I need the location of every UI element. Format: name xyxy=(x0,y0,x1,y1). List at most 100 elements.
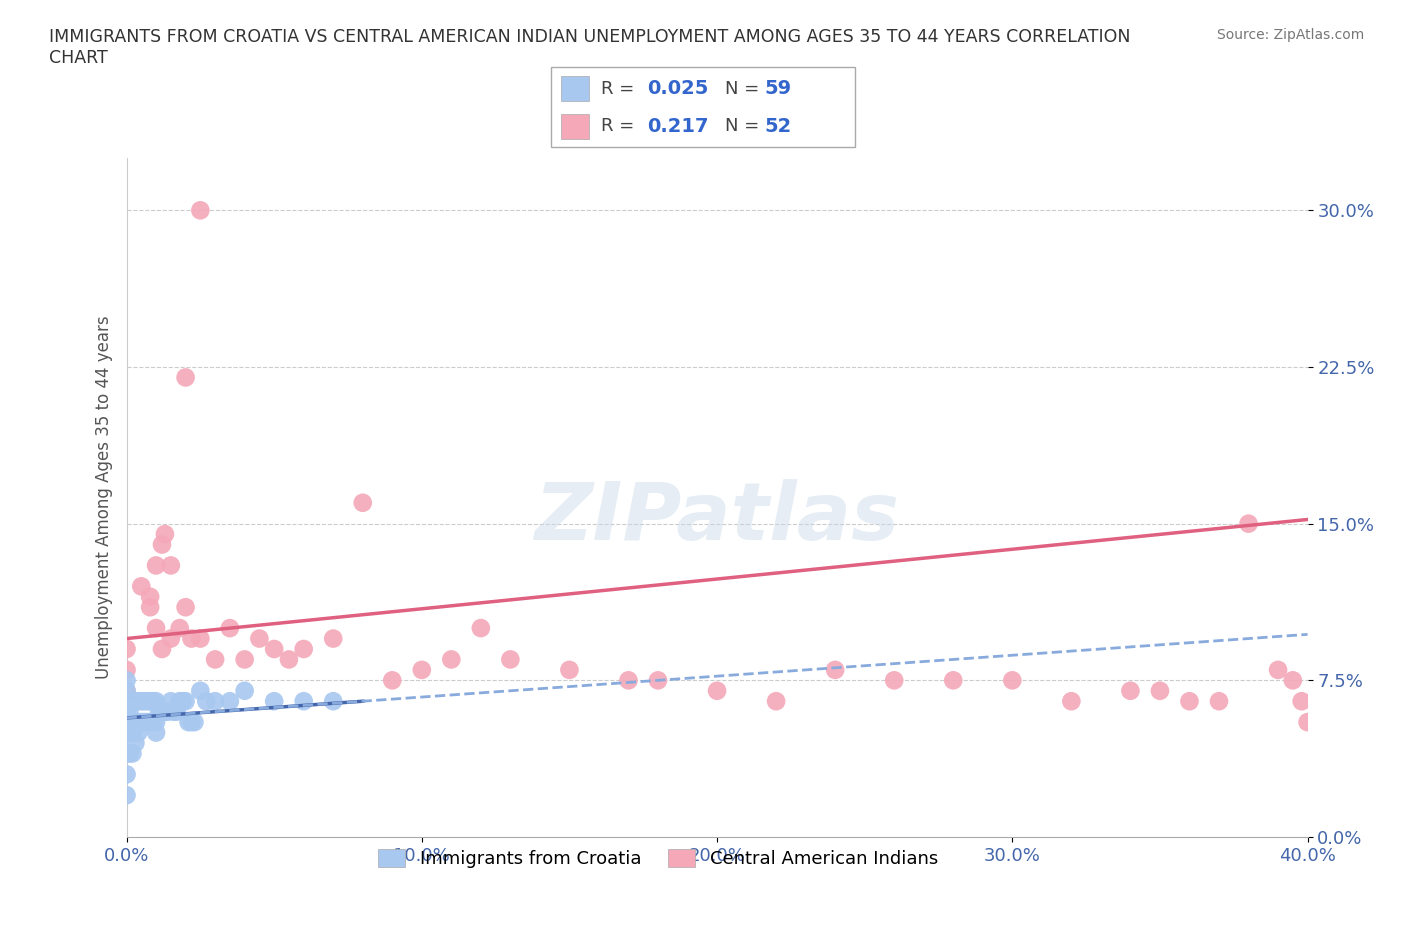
Point xyxy=(121,694,143,709)
Point xyxy=(177,714,200,729)
FancyBboxPatch shape xyxy=(551,67,855,147)
Point xyxy=(1001,673,1024,688)
Point xyxy=(204,694,226,709)
Point xyxy=(118,725,141,740)
Text: Source: ZipAtlas.com: Source: ZipAtlas.com xyxy=(1216,28,1364,42)
Point xyxy=(352,496,374,511)
Point xyxy=(145,725,167,740)
Point xyxy=(121,725,143,740)
Point xyxy=(145,620,167,635)
Point xyxy=(136,714,159,729)
Point xyxy=(163,704,186,719)
Point xyxy=(150,538,173,552)
Point xyxy=(115,788,138,803)
Point xyxy=(127,694,149,709)
Point xyxy=(292,694,315,709)
Point xyxy=(195,694,218,709)
Point xyxy=(499,652,522,667)
Point xyxy=(139,600,162,615)
Point xyxy=(1291,694,1313,709)
Point xyxy=(115,642,138,657)
Point xyxy=(115,714,138,729)
Point xyxy=(263,642,285,657)
Point xyxy=(1282,673,1305,688)
Point xyxy=(292,642,315,657)
Point xyxy=(153,526,176,541)
Point xyxy=(1178,694,1201,709)
Point xyxy=(160,558,183,573)
Point xyxy=(1208,694,1230,709)
Point xyxy=(174,694,197,709)
Bar xyxy=(561,76,589,101)
Point xyxy=(1267,662,1289,677)
Point xyxy=(145,694,167,709)
Point xyxy=(145,558,167,573)
Point xyxy=(118,704,141,719)
Point xyxy=(115,662,138,677)
Point xyxy=(129,694,153,709)
Point xyxy=(824,662,846,677)
Point xyxy=(765,694,787,709)
Text: IMMIGRANTS FROM CROATIA VS CENTRAL AMERICAN INDIAN UNEMPLOYMENT AMONG AGES 35 TO: IMMIGRANTS FROM CROATIA VS CENTRAL AMERI… xyxy=(49,28,1130,67)
Point xyxy=(150,704,173,719)
Point xyxy=(127,714,149,729)
Point xyxy=(183,714,205,729)
Point xyxy=(115,704,138,719)
Text: 0.025: 0.025 xyxy=(647,79,709,98)
Point xyxy=(115,725,138,740)
Point xyxy=(172,694,194,709)
Point xyxy=(166,704,188,719)
Point xyxy=(121,746,143,761)
Point xyxy=(127,725,149,740)
Point xyxy=(249,631,271,646)
Point xyxy=(1149,684,1171,698)
Point xyxy=(169,694,191,709)
Point xyxy=(142,694,165,709)
Point xyxy=(188,631,212,646)
Point xyxy=(204,652,226,667)
Point xyxy=(136,694,159,709)
Point xyxy=(411,662,433,677)
Point xyxy=(115,684,138,698)
Point xyxy=(160,694,183,709)
Point xyxy=(139,590,162,604)
Point xyxy=(139,694,162,709)
Point xyxy=(124,714,146,729)
Point xyxy=(124,694,146,709)
Point xyxy=(121,714,143,729)
Point xyxy=(115,746,138,761)
Point xyxy=(148,704,170,719)
Point xyxy=(139,714,162,729)
Point xyxy=(188,203,212,218)
Point xyxy=(160,631,183,646)
Point xyxy=(118,694,141,709)
Point xyxy=(115,684,138,698)
Text: N =: N = xyxy=(724,117,765,135)
Legend: Immigrants from Croatia, Central American Indians: Immigrants from Croatia, Central America… xyxy=(371,842,945,875)
Y-axis label: Unemployment Among Ages 35 to 44 years: Unemployment Among Ages 35 to 44 years xyxy=(94,316,112,679)
Point xyxy=(883,673,905,688)
Point xyxy=(115,694,138,709)
Point xyxy=(174,370,197,385)
Point xyxy=(322,694,344,709)
Point xyxy=(942,673,965,688)
Point xyxy=(129,578,153,593)
Point xyxy=(647,673,669,688)
Point xyxy=(134,714,156,729)
Point xyxy=(180,714,202,729)
Point xyxy=(174,600,197,615)
Point xyxy=(440,652,463,667)
Point xyxy=(706,684,728,698)
Point xyxy=(115,746,138,761)
Point xyxy=(153,704,176,719)
Point xyxy=(470,620,492,635)
Point xyxy=(118,714,141,729)
Point xyxy=(134,694,156,709)
Point xyxy=(1237,516,1260,531)
Text: ZIPatlas: ZIPatlas xyxy=(534,479,900,557)
Point xyxy=(169,620,191,635)
Point xyxy=(145,714,167,729)
Point xyxy=(115,673,138,688)
Point xyxy=(188,684,212,698)
Point xyxy=(1119,684,1142,698)
